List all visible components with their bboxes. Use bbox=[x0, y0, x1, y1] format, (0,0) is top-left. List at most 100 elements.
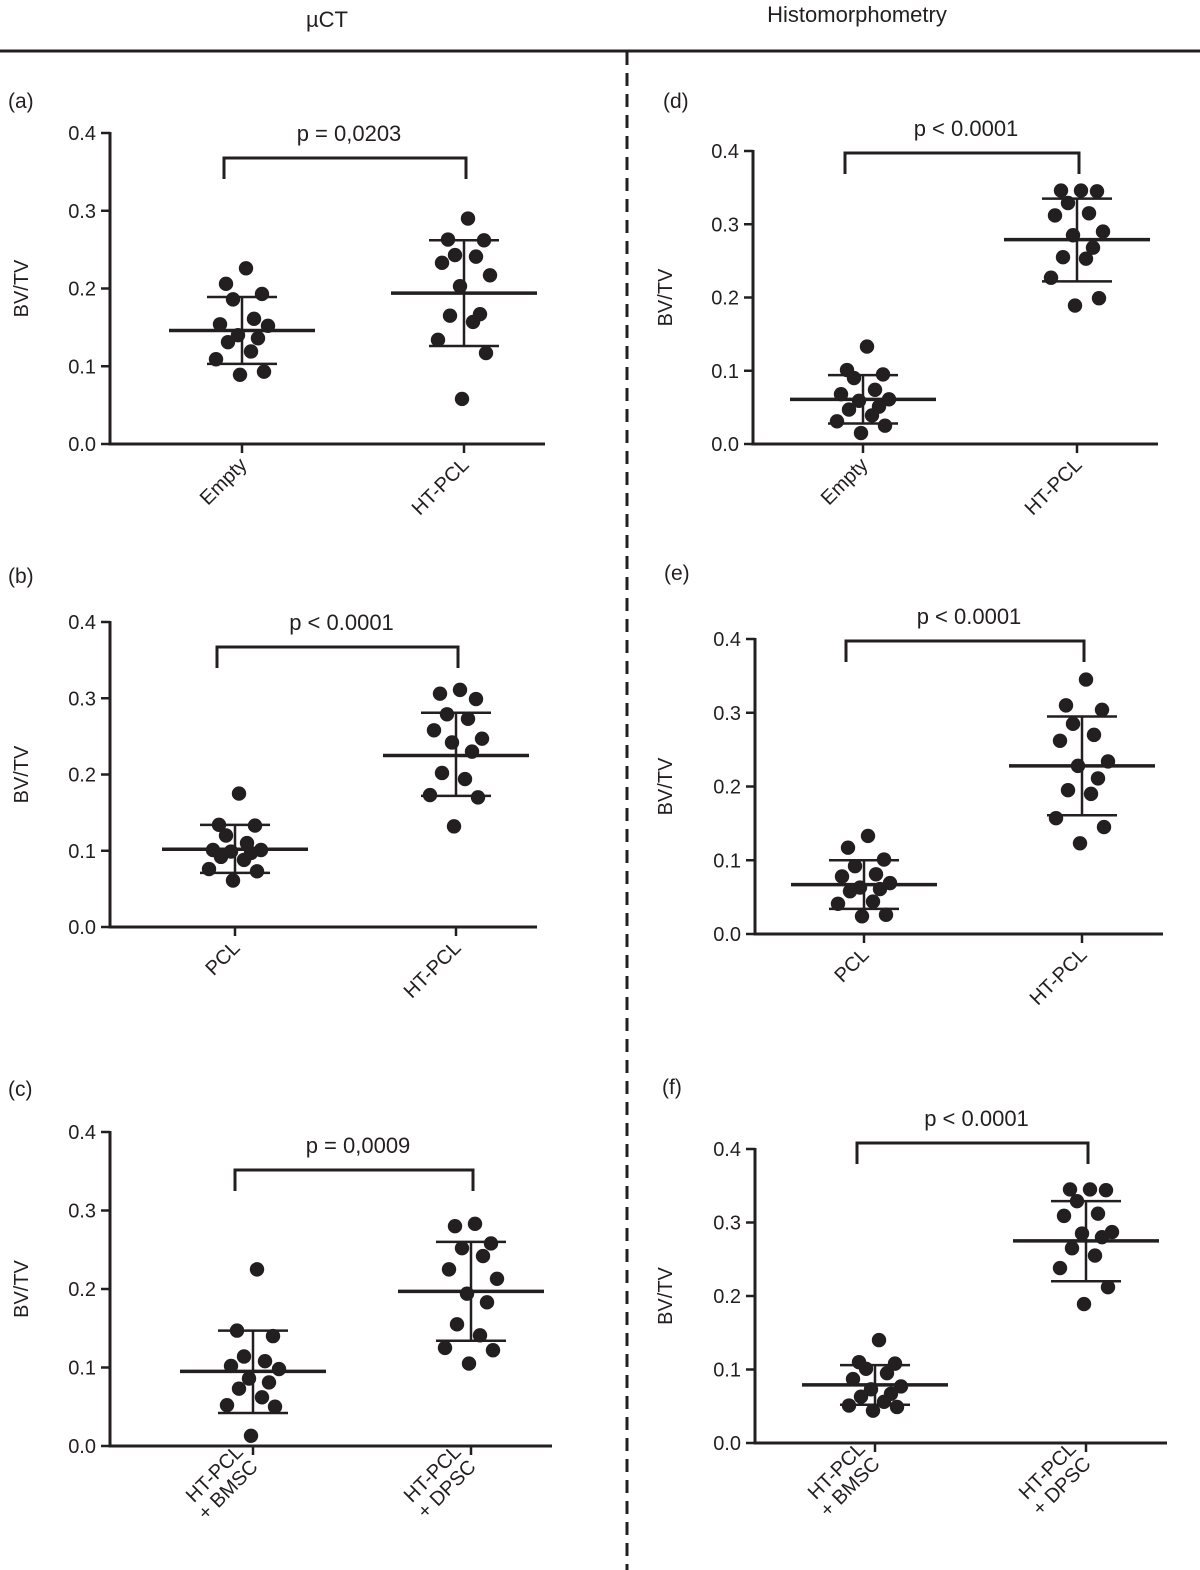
x-category-label: HT-PCL+ DPSC bbox=[1014, 1438, 1096, 1520]
group-1: Empty bbox=[169, 261, 315, 510]
data-point bbox=[1056, 1208, 1072, 1224]
data-point bbox=[875, 367, 891, 382]
data-point bbox=[454, 1240, 470, 1256]
data-point bbox=[482, 268, 498, 283]
data-point bbox=[867, 382, 883, 397]
group-2: HT-PCL+ DPSC bbox=[1013, 1182, 1159, 1520]
data-point bbox=[470, 790, 486, 805]
y-axis-label: BV/TV bbox=[11, 745, 33, 803]
x-category-label: HT-PCL bbox=[400, 937, 466, 1003]
significance-bracket bbox=[233, 1168, 475, 1191]
data-point bbox=[231, 1381, 247, 1396]
y-tick-label: 0.0 bbox=[711, 434, 739, 456]
y-tick-label: 0.0 bbox=[713, 1433, 741, 1455]
y-axis-label: BV/TV bbox=[11, 259, 33, 317]
data-point bbox=[1048, 811, 1064, 826]
data-point bbox=[489, 1271, 505, 1286]
data-point bbox=[225, 292, 241, 307]
y-tick-label: 0.3 bbox=[713, 1213, 741, 1235]
data-point bbox=[871, 1332, 887, 1348]
data-point bbox=[859, 339, 875, 354]
y-tick-label: 0.0 bbox=[68, 917, 96, 939]
y-tick-label: 0.2 bbox=[68, 1279, 96, 1301]
data-point bbox=[434, 765, 450, 781]
panel-label: (b) bbox=[8, 565, 34, 588]
x-category-label-line: Empty bbox=[817, 454, 873, 510]
data-point bbox=[842, 884, 858, 899]
data-point bbox=[432, 686, 448, 701]
data-point bbox=[1098, 1182, 1114, 1198]
data-point bbox=[472, 1328, 488, 1343]
panel-label: (d) bbox=[663, 90, 689, 113]
data-point bbox=[219, 1397, 235, 1413]
data-point bbox=[840, 840, 856, 855]
y-tick-label: 0.3 bbox=[68, 1201, 96, 1223]
p-value-label: p = 0,0203 bbox=[297, 121, 402, 146]
data-point bbox=[218, 828, 234, 843]
x-category-label-line: HT-PCL bbox=[1021, 454, 1087, 520]
data-point bbox=[853, 1389, 869, 1404]
data-point bbox=[1082, 1182, 1098, 1197]
data-point bbox=[887, 1356, 903, 1371]
data-point bbox=[457, 771, 473, 787]
header-right-title: Histomorphometry bbox=[767, 2, 947, 27]
data-point bbox=[246, 311, 262, 327]
y-axis-label: BV/TV bbox=[11, 1259, 33, 1317]
data-point bbox=[841, 402, 857, 417]
data-point bbox=[243, 1428, 259, 1443]
data-point bbox=[877, 418, 893, 433]
data-point bbox=[201, 861, 217, 877]
data-point bbox=[439, 707, 455, 722]
data-point bbox=[1070, 758, 1086, 774]
data-point bbox=[1090, 771, 1106, 786]
y-axis-label: BV/TV bbox=[655, 268, 677, 326]
data-point bbox=[467, 1216, 483, 1232]
data-point bbox=[1078, 672, 1094, 687]
data-point bbox=[447, 1219, 463, 1234]
data-point bbox=[1087, 1248, 1103, 1263]
y-tick-label: 0.4 bbox=[68, 612, 96, 634]
data-point bbox=[1095, 224, 1111, 239]
y-tick-label: 0.2 bbox=[68, 279, 96, 301]
data-point bbox=[1064, 1241, 1080, 1256]
data-point bbox=[879, 1365, 895, 1381]
data-point bbox=[1083, 786, 1099, 802]
chart-panel-a: (a) 0.0 0.1 0.2 0.3 0.4 BV/TV Empty HT-PCL p = 0,… bbox=[8, 90, 545, 520]
data-point bbox=[218, 276, 234, 292]
group-1: Empty bbox=[790, 339, 936, 510]
p-value-label: p = 0,0009 bbox=[306, 1133, 411, 1158]
chart-panel-e: (e) 0.0 0.1 0.2 0.3 0.4 BV/TV PCL HT-PCL p < 0.00… bbox=[655, 562, 1163, 1010]
data-point bbox=[853, 425, 869, 441]
data-point bbox=[1091, 291, 1107, 306]
data-point bbox=[876, 852, 892, 867]
data-point bbox=[1078, 251, 1094, 266]
group-2: HT-PCL bbox=[383, 682, 529, 1003]
data-point bbox=[1060, 195, 1076, 211]
data-point bbox=[267, 1399, 283, 1414]
data-point bbox=[254, 286, 270, 302]
chart-panel-b: (b) 0.0 0.1 0.2 0.3 0.4 BV/TV PCL HT-PCL p < 0.00… bbox=[8, 565, 537, 1003]
data-point bbox=[1094, 702, 1110, 717]
x-category-label-line: HT-PCL bbox=[408, 454, 474, 520]
data-point bbox=[236, 852, 252, 868]
group-2: HT-PCL+ DPSC bbox=[398, 1216, 544, 1523]
y-tick-label: 0.3 bbox=[711, 214, 739, 236]
data-point bbox=[1060, 782, 1076, 798]
y-tick-label: 0.0 bbox=[68, 1436, 96, 1458]
x-category-label: HT-PCL bbox=[1026, 944, 1092, 1010]
y-tick-label: 0.4 bbox=[711, 141, 739, 163]
data-point bbox=[1067, 298, 1083, 313]
significance-bracket bbox=[215, 645, 460, 668]
data-point bbox=[841, 1398, 857, 1413]
p-value-label: p < 0.0001 bbox=[924, 1106, 1029, 1131]
data-point bbox=[437, 1340, 453, 1356]
x-category-label-line: Empty bbox=[196, 454, 252, 510]
data-point bbox=[230, 327, 246, 343]
data-point bbox=[474, 731, 490, 746]
y-tick-label: 0.1 bbox=[713, 850, 741, 872]
data-point bbox=[231, 786, 247, 801]
data-point bbox=[444, 735, 460, 750]
data-point bbox=[834, 869, 850, 884]
group-2: HT-PCL bbox=[1004, 183, 1150, 520]
data-point bbox=[860, 828, 876, 844]
